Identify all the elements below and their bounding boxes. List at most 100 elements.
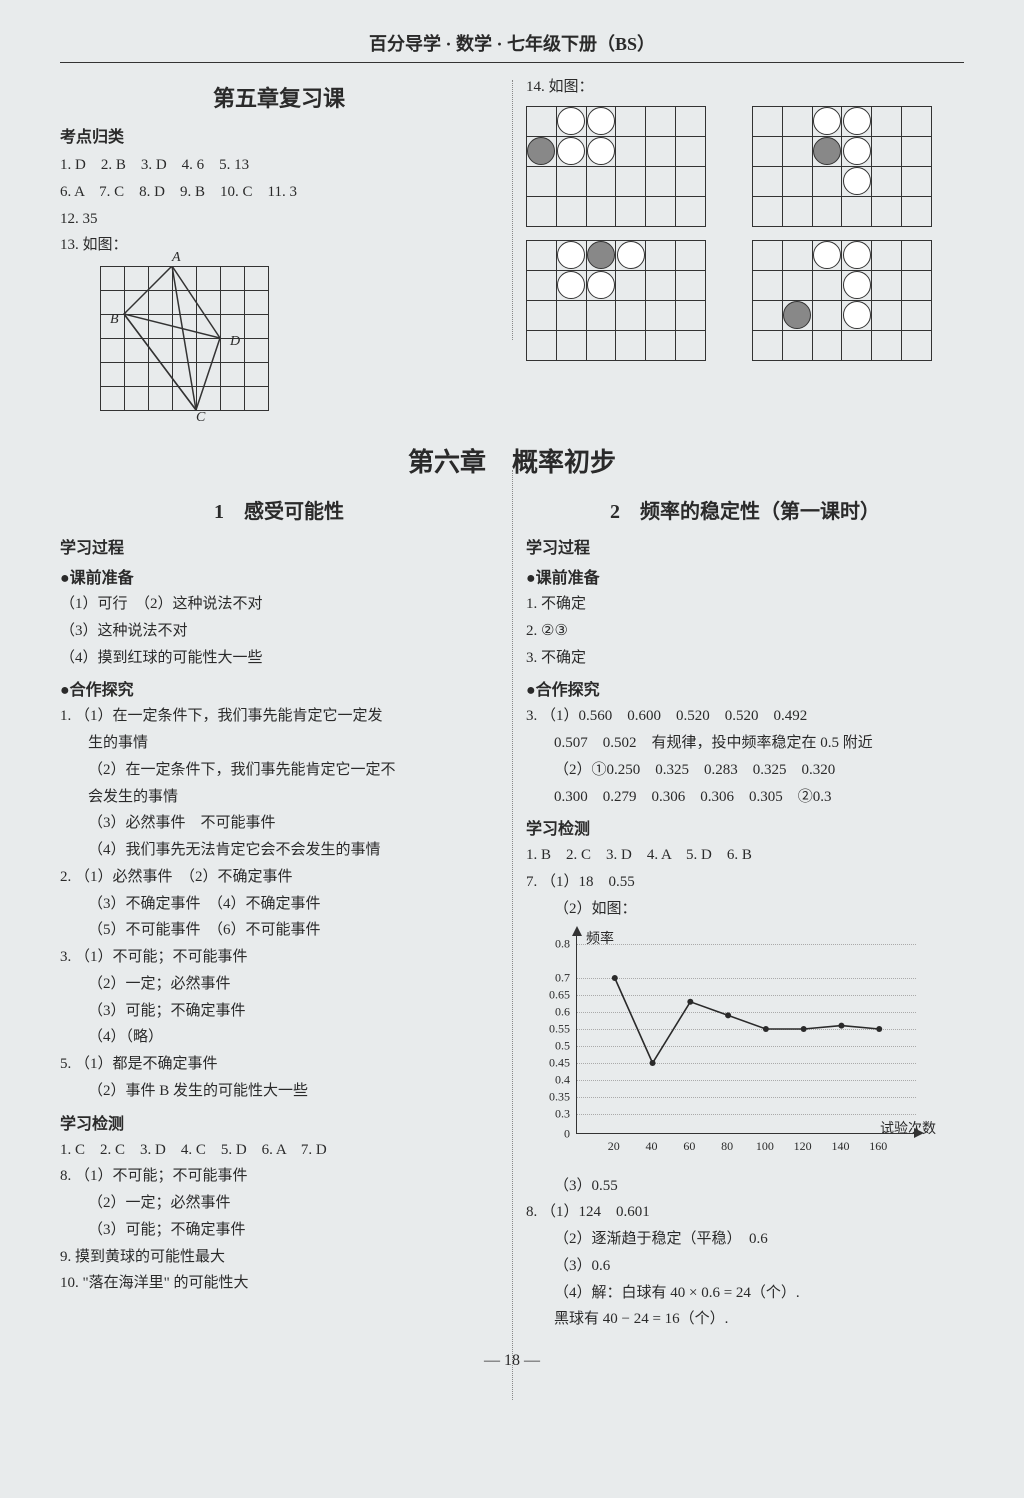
filled-circle-icon bbox=[587, 241, 615, 269]
text-line: （2）在一定条件下，我们事先能肯定它一定不 bbox=[60, 758, 498, 783]
vertical-divider-top bbox=[512, 80, 513, 340]
ans-line: 1. D 2. B 3. D 4. 6 5. 13 bbox=[60, 153, 498, 178]
frequency-chart: 频率 试验次数 00.30.350.40.450.50.550.60.650.7… bbox=[536, 928, 936, 1168]
text-line: （4）摸到红球的可能性大一些 bbox=[60, 646, 498, 671]
circle-grid-panel bbox=[526, 240, 706, 360]
y-tick-label: 0.7 bbox=[536, 970, 570, 985]
text-line: 1. 不确定 bbox=[526, 592, 964, 617]
filled-circle-icon bbox=[783, 301, 811, 329]
lesson1-heading: 1 感受可能性 bbox=[60, 495, 498, 524]
ans-line: 12. 35 bbox=[60, 207, 498, 232]
text-line: （3）这种说法不对 bbox=[60, 619, 498, 644]
filled-circle-icon bbox=[527, 137, 555, 165]
test-heading-r: 学习检测 bbox=[526, 815, 964, 839]
text-line: （1）可行 （2）这种说法不对 bbox=[60, 592, 498, 617]
y-tick-label: 0 bbox=[536, 1126, 570, 1141]
bottom-left-col: 1 感受可能性 学习过程 ●课前准备 （1）可行 （2）这种说法不对（3）这种说… bbox=[60, 489, 498, 1334]
circle-icon bbox=[557, 241, 585, 269]
text-line: 8. （1）124 0.601 bbox=[526, 1200, 964, 1225]
text-line: 10. "落在海洋里" 的可能性大 bbox=[60, 1271, 498, 1296]
test-heading: 学习检测 bbox=[60, 1110, 498, 1134]
q14-label: 14. 如图： bbox=[526, 75, 964, 100]
text-line: 1. B 2. C 3. D 4. A 5. D 6. B bbox=[526, 843, 964, 868]
text-line: （2）一定；必然事件 bbox=[60, 1191, 498, 1216]
x-tick-label: 160 bbox=[869, 1139, 887, 1154]
x-tick-label: 20 bbox=[608, 1139, 620, 1154]
y-tick-label: 0.8 bbox=[536, 936, 570, 951]
x-tick-label: 120 bbox=[794, 1139, 812, 1154]
circle-icon bbox=[813, 241, 841, 269]
top-left-col: 第五章复习课 考点归类 1. D 2. B 3. D 4. 6 5. 13 6.… bbox=[60, 73, 498, 424]
text-line: （3）不确定事件 （4）不确定事件 bbox=[60, 892, 498, 917]
y-tick-label: 0.55 bbox=[536, 1021, 570, 1036]
text-line: 5. （1）都是不确定事件 bbox=[60, 1052, 498, 1077]
y-tick-label: 0.65 bbox=[536, 987, 570, 1002]
vertical-divider-bottom bbox=[512, 470, 513, 1400]
label-A: A bbox=[172, 250, 181, 266]
circle-icon bbox=[557, 271, 585, 299]
circle-icon bbox=[843, 137, 871, 165]
q14-grids bbox=[526, 106, 964, 360]
y-tick-label: 0.4 bbox=[536, 1072, 570, 1087]
circle-icon bbox=[843, 241, 871, 269]
q13-shape bbox=[100, 266, 268, 410]
kd-heading: 考点归类 bbox=[60, 123, 498, 147]
text-line: 3. （1）不可能；不可能事件 bbox=[60, 945, 498, 970]
circle-icon bbox=[843, 271, 871, 299]
text-line: （2）如图： bbox=[526, 897, 964, 922]
circle-icon bbox=[843, 167, 871, 195]
text-line: 黑球有 40 − 24 = 16（个）. bbox=[526, 1307, 964, 1332]
prep-heading: ●课前准备 bbox=[60, 564, 498, 588]
text-line: 9. 摸到黄球的可能性最大 bbox=[60, 1245, 498, 1270]
top-right-col: 14. 如图： bbox=[526, 73, 964, 424]
text-line: （3）0.55 bbox=[526, 1174, 964, 1199]
circle-icon bbox=[587, 137, 615, 165]
circle-icon bbox=[617, 241, 645, 269]
chart-area bbox=[576, 934, 916, 1134]
text-line: （3）0.6 bbox=[526, 1254, 964, 1279]
x-tick-label: 80 bbox=[721, 1139, 733, 1154]
text-line: 1. （1）在一定条件下，我们事先能肯定它一定发 bbox=[60, 704, 498, 729]
y-tick-label: 0.6 bbox=[536, 1004, 570, 1019]
circle-icon bbox=[843, 301, 871, 329]
lesson2-heading: 2 频率的稳定性（第一课时） bbox=[526, 495, 964, 524]
ans-line: 13. 如图： bbox=[60, 233, 498, 258]
y-tick-label: 0.3 bbox=[536, 1106, 570, 1121]
x-tick-label: 60 bbox=[683, 1139, 695, 1154]
text-line: （3）可能；不确定事件 bbox=[60, 1218, 498, 1243]
circle-grid-panel bbox=[526, 106, 706, 226]
prep-heading-r: ●课前准备 bbox=[526, 564, 964, 588]
text-line: 生的事情 bbox=[60, 731, 498, 756]
page-header: 百分导学 · 数学 · 七年级下册（BS） bbox=[60, 30, 964, 63]
text-line: （5）不可能事件 （6）不可能事件 bbox=[60, 918, 498, 943]
chart-line bbox=[577, 934, 916, 1133]
circle-icon bbox=[813, 107, 841, 135]
circle-icon bbox=[557, 137, 585, 165]
q13-figure: A B D C bbox=[100, 266, 498, 416]
text-line: 会发生的事情 bbox=[60, 785, 498, 810]
text-line: 2. （1）必然事件 （2）不确定事件 bbox=[60, 865, 498, 890]
process-heading-r: 学习过程 bbox=[526, 534, 964, 558]
process-heading: 学习过程 bbox=[60, 534, 498, 558]
text-line: 1. C 2. C 3. D 4. C 5. D 6. A 7. D bbox=[60, 1138, 498, 1163]
text-line: 3. 不确定 bbox=[526, 646, 964, 671]
x-tick-label: 140 bbox=[831, 1139, 849, 1154]
ch5-title: 第五章复习课 bbox=[60, 81, 498, 113]
circle-grid-panel bbox=[752, 240, 932, 360]
circle-grid-panel bbox=[752, 106, 932, 226]
bottom-right-col: 2 频率的稳定性（第一课时） 学习过程 ●课前准备 1. 不确定2. ②③3. … bbox=[526, 489, 964, 1334]
text-line: 3. （1）0.560 0.600 0.520 0.520 0.492 bbox=[526, 704, 964, 729]
text-line: 7. （1）18 0.55 bbox=[526, 870, 964, 895]
text-line: 8. （1）不可能；不可能事件 bbox=[60, 1164, 498, 1189]
y-tick-label: 0.35 bbox=[536, 1089, 570, 1104]
text-line: （2）逐渐趋于稳定（平稳） 0.6 bbox=[526, 1227, 964, 1252]
circle-icon bbox=[843, 107, 871, 135]
circle-icon bbox=[557, 107, 585, 135]
filled-circle-icon bbox=[813, 137, 841, 165]
text-line: 0.300 0.279 0.306 0.306 0.305 ②0.3 bbox=[526, 785, 964, 810]
circle-icon bbox=[587, 271, 615, 299]
text-line: （3）可能；不确定事件 bbox=[60, 999, 498, 1024]
text-line: （3）必然事件 不可能事件 bbox=[60, 811, 498, 836]
label-C: C bbox=[196, 410, 205, 426]
ans-line: 6. A 7. C 8. D 9. B 10. C 11. 3 bbox=[60, 180, 498, 205]
